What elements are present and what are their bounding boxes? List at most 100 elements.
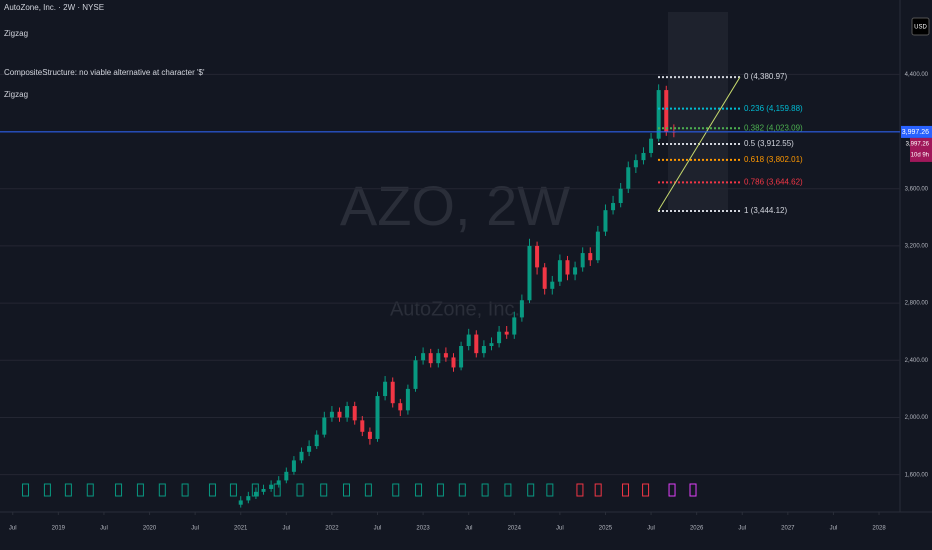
y-tick-label: 2,400.00 — [905, 358, 929, 364]
x-tick-label: Jul — [647, 526, 655, 532]
candle-body — [284, 471, 289, 481]
x-tick-label: 2023 — [416, 526, 430, 532]
candle-body — [443, 353, 448, 358]
signal-marker — [343, 483, 351, 497]
candle-body — [588, 253, 593, 261]
signal-marker — [43, 483, 51, 497]
x-tick-label: 2021 — [234, 526, 248, 532]
currency[interactable]: USD — [914, 25, 927, 31]
signal-marker — [392, 483, 400, 497]
candle-body — [535, 245, 540, 268]
candle-body — [481, 346, 486, 354]
x-tick-label: Jul — [9, 526, 17, 532]
signal-marker — [22, 483, 30, 497]
candle-body — [656, 90, 661, 139]
candle-body — [580, 253, 585, 268]
candle-body — [337, 411, 342, 418]
zigzag-line — [657, 76, 741, 212]
signal-marker — [64, 483, 72, 497]
signal-marker — [86, 483, 94, 497]
candle-body — [527, 245, 532, 301]
x-tick-label: 2027 — [781, 526, 795, 532]
candle-body — [603, 210, 608, 232]
signal-marker — [481, 483, 489, 497]
signal-marker — [458, 483, 466, 497]
watermark-name: AutoZone, Inc. — [390, 298, 520, 320]
countdown-price: 3,997.26 — [906, 142, 930, 148]
candle-body — [633, 160, 638, 168]
candle-body — [542, 267, 547, 289]
x-tick-label: 2022 — [325, 526, 339, 532]
candle-body — [367, 431, 372, 439]
signal-marker — [136, 483, 144, 497]
candle-body — [383, 381, 388, 397]
signal-marker — [364, 483, 372, 497]
candle-body — [649, 138, 654, 153]
candle-body — [269, 484, 274, 489]
signal-marker — [668, 483, 676, 497]
fib-label: 0 (4,380.97) — [744, 72, 787, 81]
candle-body — [611, 203, 616, 211]
indicator-name: Zigzag — [4, 29, 28, 38]
candle-body — [428, 353, 433, 364]
candle-body — [466, 334, 471, 347]
candle-body — [504, 331, 509, 335]
candle-body — [436, 353, 441, 364]
candle-body — [641, 152, 646, 161]
candle-body — [459, 346, 464, 368]
fib-label: 0.236 (4,159.88) — [744, 104, 803, 113]
candle-body — [322, 417, 327, 435]
candle-body — [299, 451, 304, 461]
candle-body — [398, 403, 403, 411]
y-tick-label: 4,400.00 — [905, 72, 929, 78]
x-tick-label: Jul — [556, 526, 564, 532]
signal-marker — [436, 483, 444, 497]
signal-marker — [642, 483, 650, 497]
signal-marker — [576, 483, 584, 497]
candle-body — [618, 188, 623, 204]
candle-body — [329, 411, 334, 418]
signal-marker — [527, 483, 535, 497]
countdown-tag — [910, 137, 932, 162]
candle-body — [276, 480, 281, 485]
fib-label: 1 (3,444.12) — [744, 206, 787, 215]
signal-marker — [181, 483, 189, 497]
x-tick-label: 2026 — [690, 526, 704, 532]
signal-marker — [415, 483, 423, 497]
x-tick-label: Jul — [830, 526, 838, 532]
fib-label: 0.786 (3,644.62) — [744, 177, 803, 186]
signal-marker — [208, 483, 216, 497]
x-tick-label: Jul — [191, 526, 199, 532]
x-tick-label: Jul — [282, 526, 290, 532]
signal-marker — [504, 483, 512, 497]
signal-marker — [296, 483, 304, 497]
candle-body — [550, 281, 555, 289]
candle-body — [595, 231, 600, 261]
fib-label: 0.618 (3,802.01) — [744, 155, 803, 164]
candle-body — [352, 406, 357, 421]
y-tick-label: 1,600.00 — [905, 472, 929, 478]
fib-label: 0.5 (3,912.55) — [744, 139, 794, 148]
candle-body — [664, 90, 669, 132]
candle-body — [261, 488, 266, 492]
price-tag-label: 3,997.26 — [902, 129, 929, 136]
x-tick-label: Jul — [100, 526, 108, 532]
currency-box[interactable] — [911, 17, 930, 36]
x-tick-label: 2025 — [599, 526, 613, 532]
candle-body — [291, 460, 296, 472]
candle-body — [421, 353, 426, 361]
signal-marker — [622, 483, 630, 497]
watermark-symbol: AZO, 2W — [340, 174, 570, 237]
y-tick-label: 2,000.00 — [905, 415, 929, 421]
candle-body — [307, 446, 312, 452]
countdown-label: 10d 9h — [911, 153, 929, 159]
candle-body — [405, 388, 410, 411]
signal-marker — [320, 483, 328, 497]
candle-body — [557, 260, 562, 282]
fib-zone — [668, 12, 728, 210]
candle-body — [519, 300, 524, 318]
candle-body — [390, 381, 395, 404]
x-tick-label: Jul — [465, 526, 473, 532]
